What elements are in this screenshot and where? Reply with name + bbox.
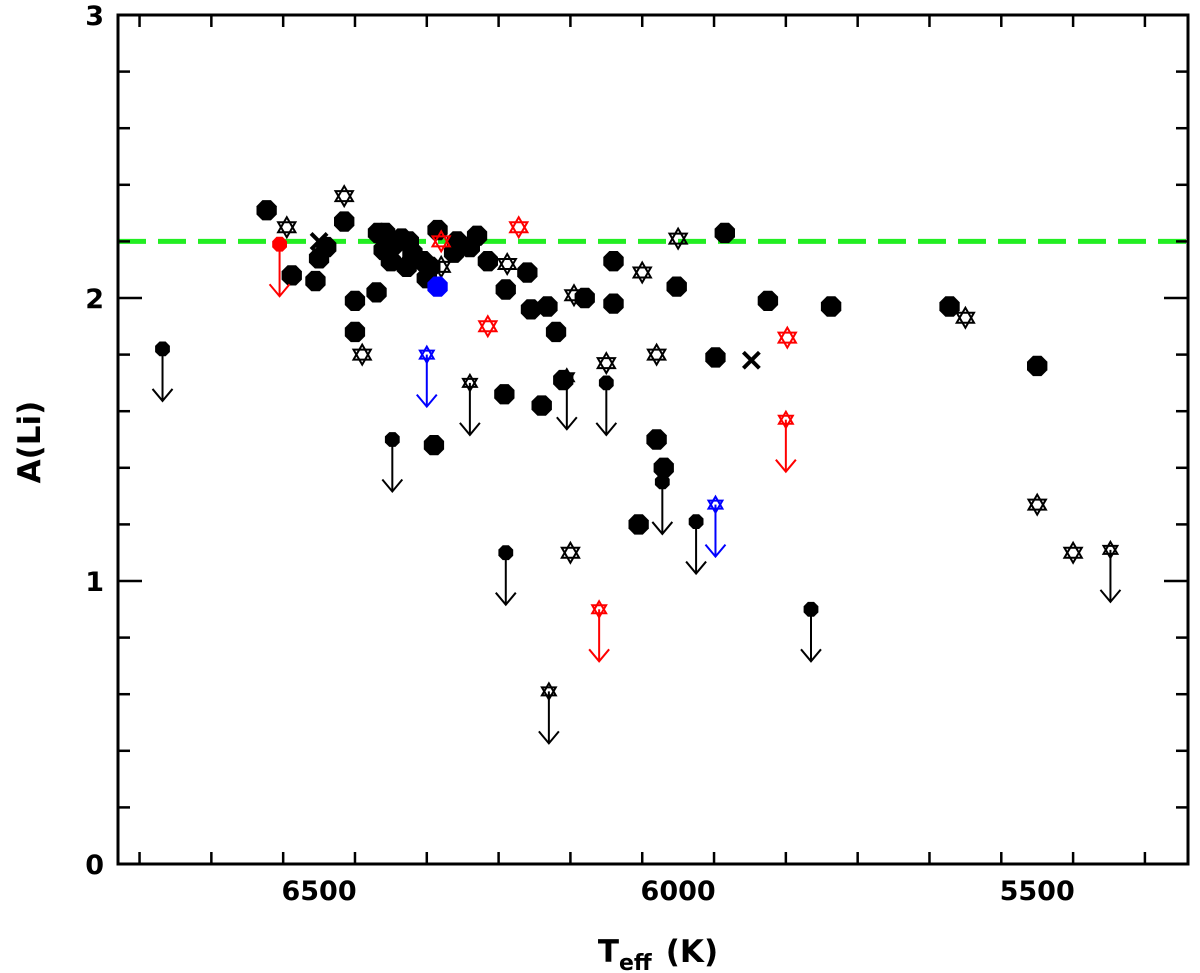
upper-limit-arrow — [268, 244, 291, 298]
data-point-circle — [344, 321, 366, 343]
data-point-star — [430, 229, 452, 254]
data-point-circle — [477, 251, 498, 272]
x-axis-title-subscript: eff — [619, 951, 653, 973]
x-axis-title-main: T — [598, 934, 619, 970]
data-point-star — [1026, 492, 1048, 517]
data-point-star — [351, 342, 373, 367]
data-point-star — [595, 351, 617, 376]
data-point-circle — [666, 276, 687, 297]
data-point-cross — [309, 231, 329, 251]
data-point-circle — [653, 457, 674, 478]
data-point-circle — [334, 211, 355, 232]
data-point-star — [560, 540, 581, 565]
data-point-circle — [705, 347, 726, 368]
x-tick-label: 6000 — [641, 876, 716, 907]
data-point-circle — [427, 276, 448, 297]
data-point-circle — [256, 200, 277, 221]
data-point-star — [496, 251, 518, 277]
data-point-star — [954, 305, 976, 330]
data-point-circle — [646, 429, 667, 450]
y-tick-label: 3 — [85, 1, 104, 32]
data-point-circle-limit — [803, 601, 819, 617]
data-marks — [151, 184, 1122, 745]
data-point-star — [477, 314, 499, 339]
data-point-circle — [545, 321, 567, 343]
upper-limit-arrow — [381, 439, 404, 494]
data-point-circle — [495, 279, 516, 300]
x-tick-label: 6500 — [281, 876, 356, 907]
x-axis-title: Teff (K) — [598, 934, 718, 973]
axis-titles: A(Li) Teff (K) — [12, 401, 718, 973]
data-point-star — [646, 342, 668, 367]
data-point-star-limit — [540, 681, 558, 702]
data-point-star — [631, 260, 653, 285]
data-point-star — [430, 254, 452, 279]
upper-limit-arrow — [595, 382, 618, 437]
data-point-star — [1062, 540, 1084, 565]
data-point-circle — [757, 290, 779, 311]
y-tick-label: 1 — [85, 567, 104, 598]
data-point-star-limit — [1101, 539, 1120, 560]
data-point-star-limit — [418, 344, 436, 365]
data-point-circle — [466, 225, 488, 246]
data-point-circle-limit — [654, 474, 670, 490]
data-point-star — [276, 215, 298, 240]
data-point-circle — [305, 270, 326, 292]
data-point-circle — [603, 251, 624, 272]
data-point-star — [333, 184, 355, 209]
data-point-circle — [714, 222, 735, 244]
data-point-star — [508, 215, 530, 240]
upper-limit-arrow — [495, 552, 517, 607]
x-axis-title-unit: (K) — [666, 934, 718, 970]
upper-limit-arrow — [651, 481, 674, 536]
data-point-circle-limit — [384, 432, 400, 447]
data-point-circle — [517, 262, 538, 283]
axis-ticks — [118, 13, 1188, 866]
data-point-circle — [628, 514, 649, 535]
data-point-circle — [520, 299, 542, 320]
upper-limit-arrow — [800, 609, 822, 663]
data-point-circle — [420, 256, 441, 277]
plot-frame — [116, 13, 1190, 866]
data-point-circle — [820, 296, 842, 317]
data-point-circle — [531, 395, 552, 416]
data-point-circle — [423, 435, 445, 456]
y-axis-title: A(Li) — [12, 401, 48, 484]
data-point-star-limit — [461, 372, 479, 393]
upper-limit-arrow — [685, 521, 707, 576]
data-point-circle — [1027, 355, 1048, 377]
data-point-circle — [366, 282, 387, 303]
data-point-circle — [344, 290, 366, 311]
data-point-circle — [574, 287, 595, 309]
data-point-star — [776, 325, 798, 350]
data-point-cross — [741, 350, 761, 370]
data-point-circle-limit — [155, 341, 170, 357]
x-tick-label: 5500 — [1000, 876, 1075, 907]
upper-limit-arrow — [151, 348, 174, 403]
data-point-star — [563, 283, 585, 308]
tick-labels: 6500 6000 5500 0 1 2 3 — [85, 1, 1075, 907]
data-point-circle-limit — [272, 236, 287, 252]
data-point-circle — [494, 384, 515, 405]
data-point-star-limit — [706, 494, 725, 515]
data-point-circle-limit — [688, 514, 704, 529]
data-point-circle — [380, 251, 401, 272]
data-point-circle — [603, 293, 624, 314]
data-point-circle — [939, 296, 960, 317]
data-point-circle — [537, 296, 558, 317]
data-point-star — [667, 226, 689, 251]
data-point-star-limit — [590, 599, 608, 620]
data-point-circle-limit — [498, 545, 514, 561]
data-point-star-limit — [777, 409, 795, 430]
y-tick-label: 2 — [85, 284, 104, 315]
data-point-circle — [281, 265, 302, 286]
data-point-star-limit — [558, 367, 576, 388]
y-tick-label: 0 — [85, 850, 104, 881]
data-point-circle-limit — [598, 375, 614, 391]
